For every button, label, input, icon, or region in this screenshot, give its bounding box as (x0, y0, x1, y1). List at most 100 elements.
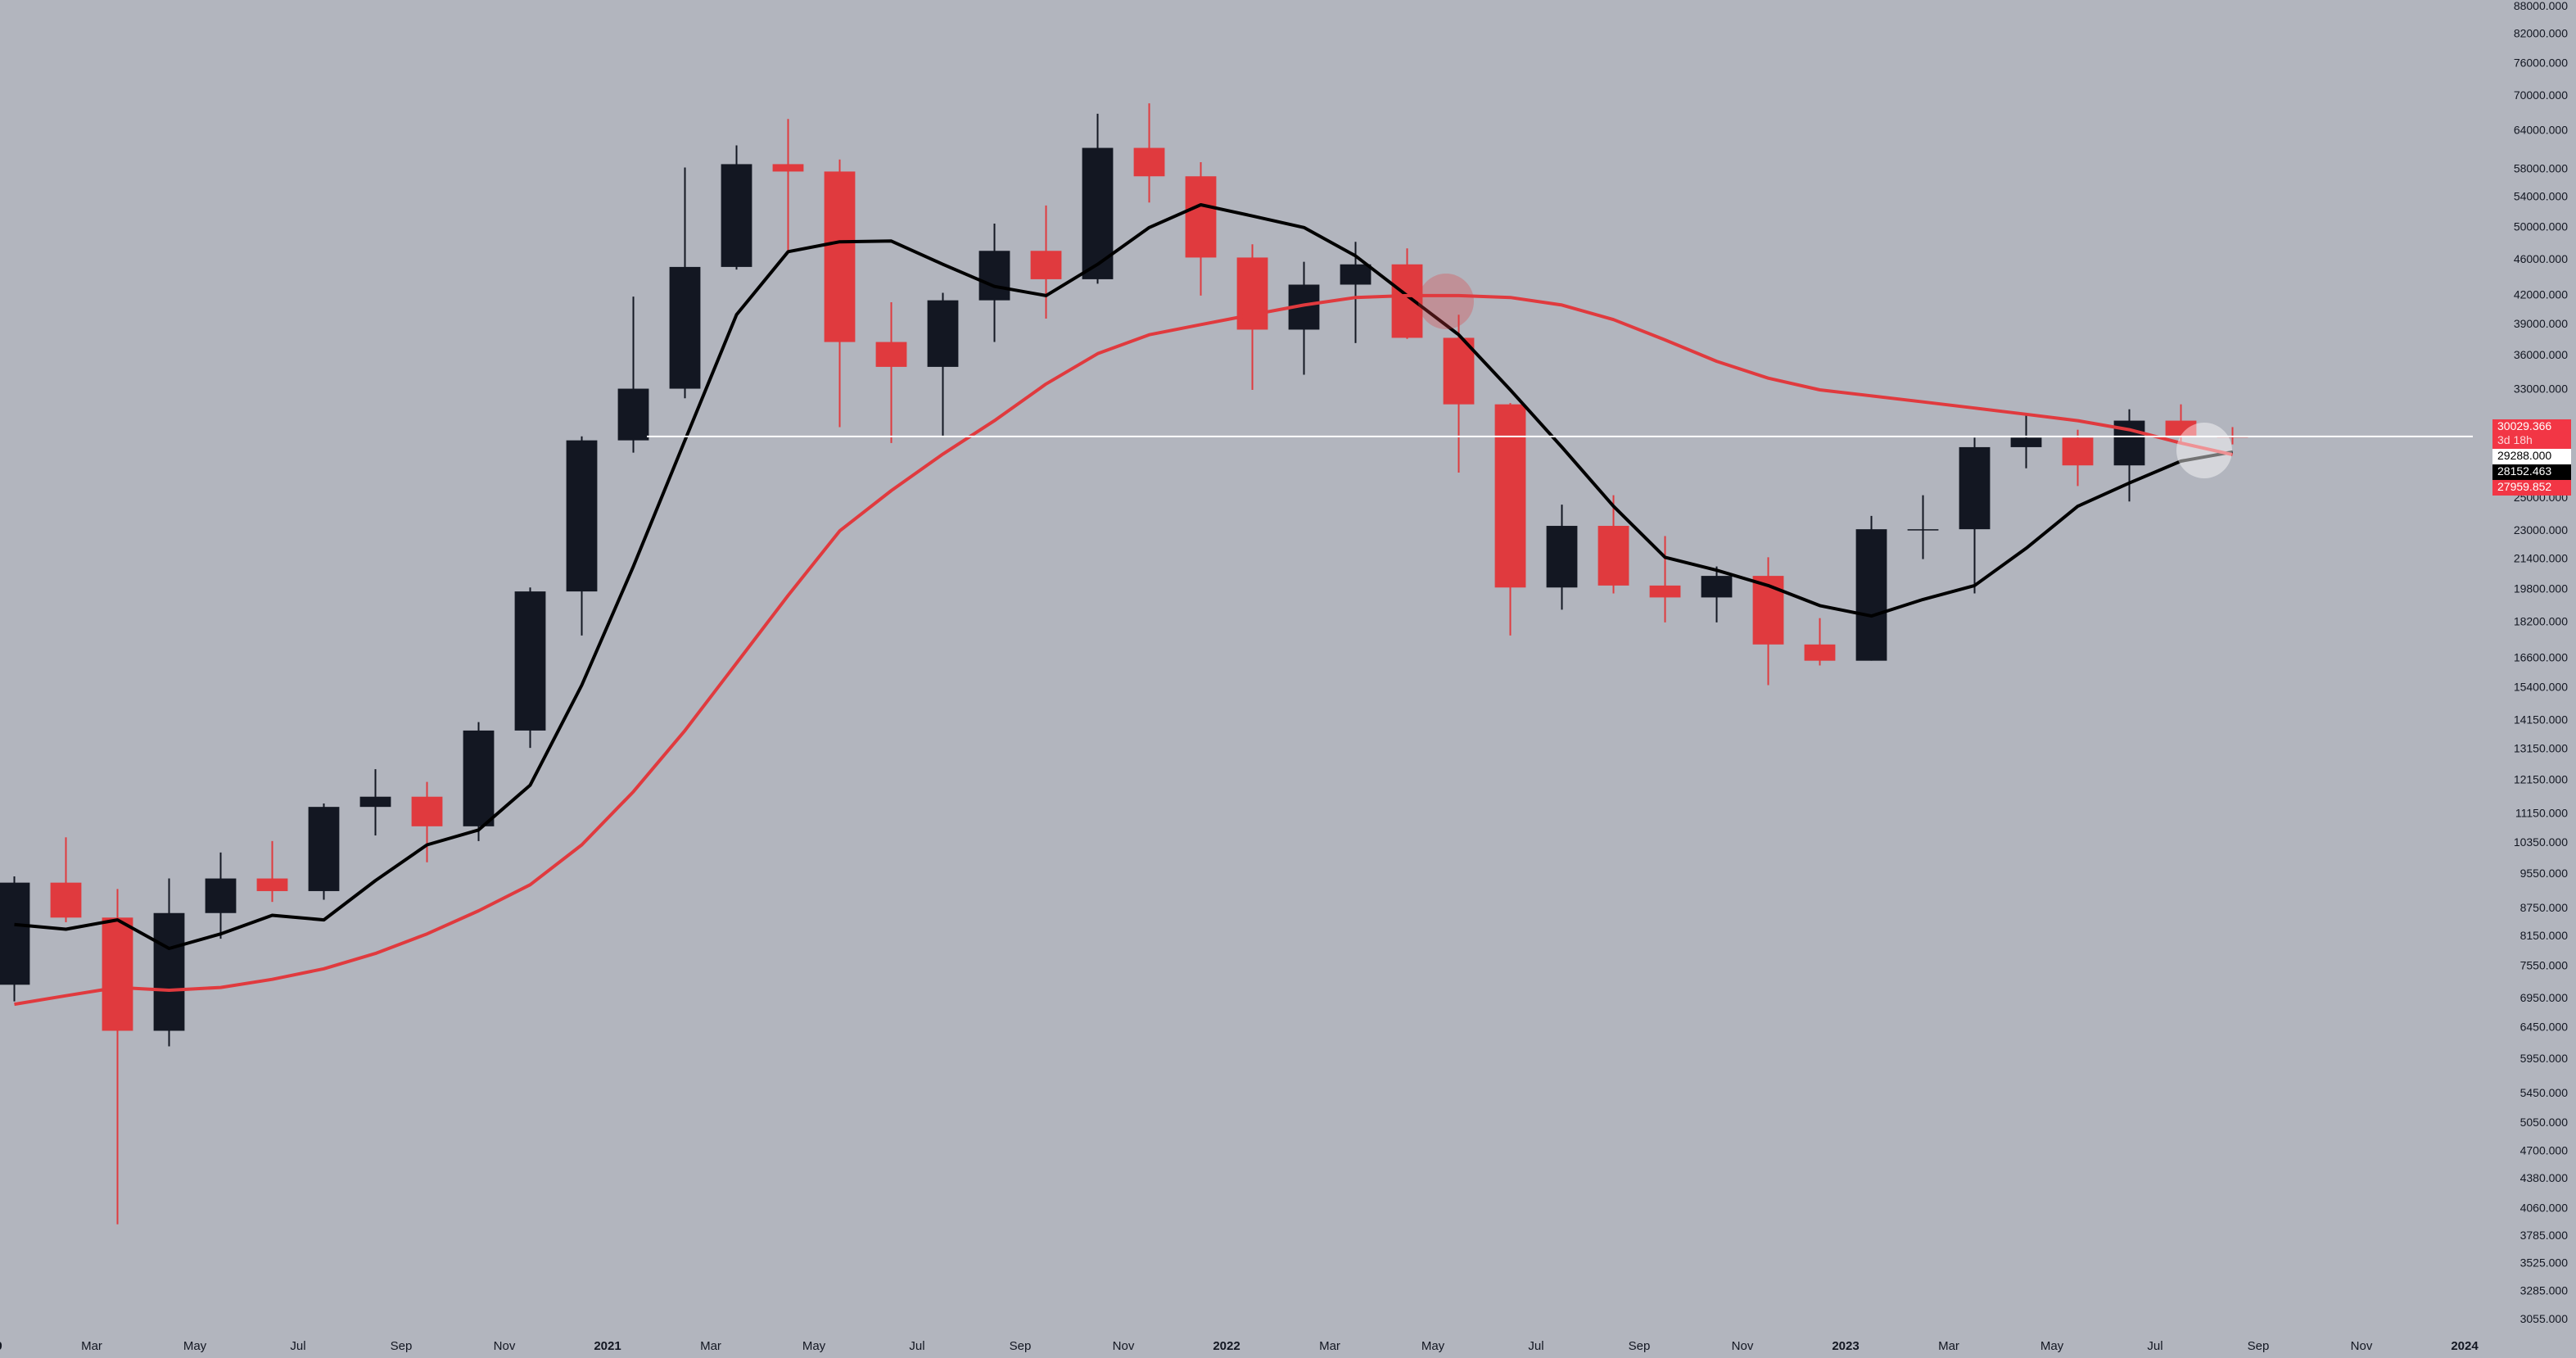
candle-body (875, 342, 907, 367)
candle-body (205, 878, 237, 913)
y-tick-label: 19800.000 (2514, 582, 2568, 595)
x-tick-label: 2024 (2451, 1339, 2479, 1353)
candle-body (359, 796, 391, 808)
y-tick-label: 5950.000 (2520, 1052, 2569, 1065)
y-tick-label: 70000.000 (2514, 88, 2568, 102)
y-tick-label: 4700.000 (2520, 1143, 2569, 1157)
y-tick-label: 54000.000 (2514, 190, 2568, 203)
x-tick-label: Mar (700, 1339, 721, 1353)
y-tick-label: 6450.000 (2520, 1020, 2569, 1033)
candle-body (1082, 147, 1114, 279)
ma-line (14, 203, 2233, 950)
candle-body (2062, 437, 2094, 466)
candle-body (1959, 446, 1991, 530)
y-tick-label: 9550.000 (2520, 867, 2569, 880)
y-tick-label: 36000.000 (2514, 348, 2568, 361)
candle-body (411, 796, 443, 826)
plot-area (0, 103, 2473, 1224)
y-tick-label: 15400.000 (2514, 680, 2568, 693)
x-tick-label: Mar (81, 1339, 102, 1353)
price-marker-label: 28152.463 (2497, 464, 2551, 478)
x-tick-label: Jul (290, 1339, 305, 1353)
y-tick-label: 8750.000 (2520, 901, 2569, 914)
candle-body (1030, 251, 1062, 279)
y-tick-label: 5450.000 (2520, 1086, 2569, 1099)
y-tick-label: 10350.000 (2514, 835, 2568, 849)
candle-body (514, 591, 546, 731)
x-tick-label: Sep (1010, 1339, 1032, 1353)
y-tick-label: 8150.000 (2520, 929, 2569, 942)
candle-body (308, 807, 340, 891)
x-tick-label: Jul (909, 1339, 924, 1353)
candle-body (1494, 404, 1526, 588)
price-marker (2492, 419, 2571, 449)
y-tick-label: 50000.000 (2514, 220, 2568, 233)
x-tick-label: Nov (494, 1339, 516, 1353)
y-tick-label: 16600.000 (2514, 650, 2568, 663)
y-tick-label: 82000.000 (2514, 26, 2568, 39)
price-marker-label: 30029.366 (2497, 419, 2551, 432)
x-tick-label: Nov (1113, 1339, 1135, 1353)
x-tick-label: May (802, 1339, 826, 1353)
candle-body (2010, 437, 2042, 447)
y-tick-label: 58000.000 (2514, 162, 2568, 175)
x-tick-label: Jul (1528, 1339, 1543, 1353)
price-marker (2492, 479, 2571, 496)
y-tick-label: 21400.000 (2514, 551, 2568, 564)
y-tick-label: 13150.000 (2514, 742, 2568, 755)
candle-body (1546, 526, 1578, 588)
y-tick-label: 11150.000 (2515, 806, 2568, 819)
candle-body (978, 251, 1010, 301)
y-tick-label: 33000.000 (2514, 383, 2568, 396)
candle-body (1133, 147, 1165, 177)
price-marker-label: 29288.000 (2497, 449, 2551, 462)
x-tick-label: Sep (1629, 1339, 1651, 1353)
y-tick-label: 42000.000 (2514, 288, 2568, 301)
candle-body (1236, 257, 1268, 330)
candle-body (256, 878, 288, 891)
y-tick-label: 39000.000 (2514, 317, 2568, 330)
x-tick-label: Mar (1938, 1339, 1959, 1353)
y-tick-label: 18200.000 (2514, 615, 2568, 628)
y-tick-label: 46000.000 (2514, 252, 2568, 265)
x-tick-label: Sep (391, 1339, 413, 1353)
candle-body (2165, 420, 2197, 437)
price-marker (2492, 448, 2571, 464)
candle-body (824, 171, 856, 342)
candle-body (1804, 644, 1836, 661)
x-tick-label: May (2040, 1339, 2064, 1353)
candle-body (927, 300, 959, 367)
candle-body (1598, 526, 1629, 586)
countdown-label: 3d 18h (2497, 433, 2533, 446)
y-tick-label: 6950.000 (2520, 991, 2569, 1004)
candle-body (1907, 529, 1939, 531)
x-tick-label: May (183, 1339, 207, 1353)
candle-body (1649, 585, 1681, 598)
candle-body (50, 882, 82, 918)
candle-body (772, 164, 804, 172)
candle-body (1752, 576, 1784, 645)
candle-body (1855, 529, 1887, 661)
candle-body (0, 882, 30, 985)
y-tick-label: 12150.000 (2514, 772, 2568, 785)
y-tick-label: 88000.000 (2514, 0, 2568, 12)
x-tick-label: 2020 (0, 1339, 2, 1353)
y-tick-label: 64000.000 (2514, 124, 2568, 137)
candle-body (463, 730, 495, 826)
highlight-circle (1418, 274, 1474, 329)
candle-body (1340, 264, 1372, 285)
x-tick-label: 2022 (1213, 1339, 1240, 1353)
candle-body (1185, 176, 1217, 258)
y-tick-label: 4060.000 (2520, 1201, 2569, 1214)
y-tick-label: 5050.000 (2520, 1116, 2569, 1129)
ma-line (14, 293, 2233, 1007)
candle-body (617, 388, 649, 441)
x-tick-label: 2021 (594, 1339, 621, 1353)
y-tick-label: 4380.000 (2520, 1171, 2569, 1184)
candle-body (669, 266, 701, 389)
price-marker (2492, 464, 2571, 480)
